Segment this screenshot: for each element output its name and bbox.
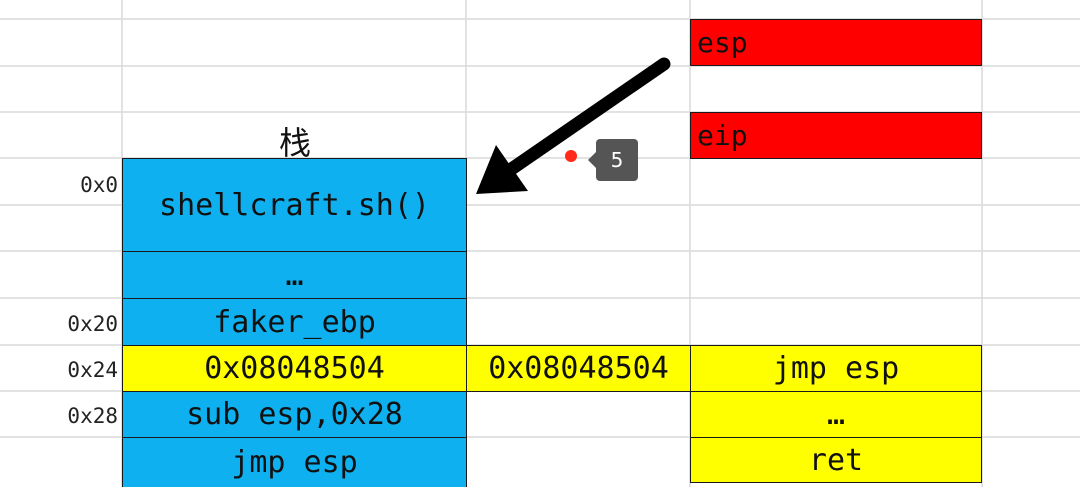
address-label-0x28: 0x28 [67,404,118,428]
register-eip: eip [690,112,982,159]
address-label-0x24: 0x24 [67,358,118,382]
stack-cell-ellipsis: … [122,251,467,299]
comment-marker-dot[interactable] [565,150,577,162]
stack-cell-shellcode: shellcraft.sh() [122,158,467,252]
gadget-cell-ret: ret [690,437,982,483]
stack-cell-faker-ebp: faker_ebp [122,298,467,346]
comment-count-badge[interactable]: 5 [588,139,638,181]
stack-cell-sub-esp: sub esp,0x28 [122,391,467,438]
register-esp: esp [690,19,982,66]
gadget-cell-jmp-esp: jmp esp [690,345,982,392]
stack-title: 栈 [278,124,311,162]
address-label-0x0: 0x0 [80,173,118,197]
stack-cell-jmp-esp: jmp esp [122,437,467,487]
address-label-0x20: 0x20 [67,312,118,336]
stack-cell-return-address: 0x08048504 [122,345,467,392]
middle-cell-address: 0x08048504 [466,345,691,392]
